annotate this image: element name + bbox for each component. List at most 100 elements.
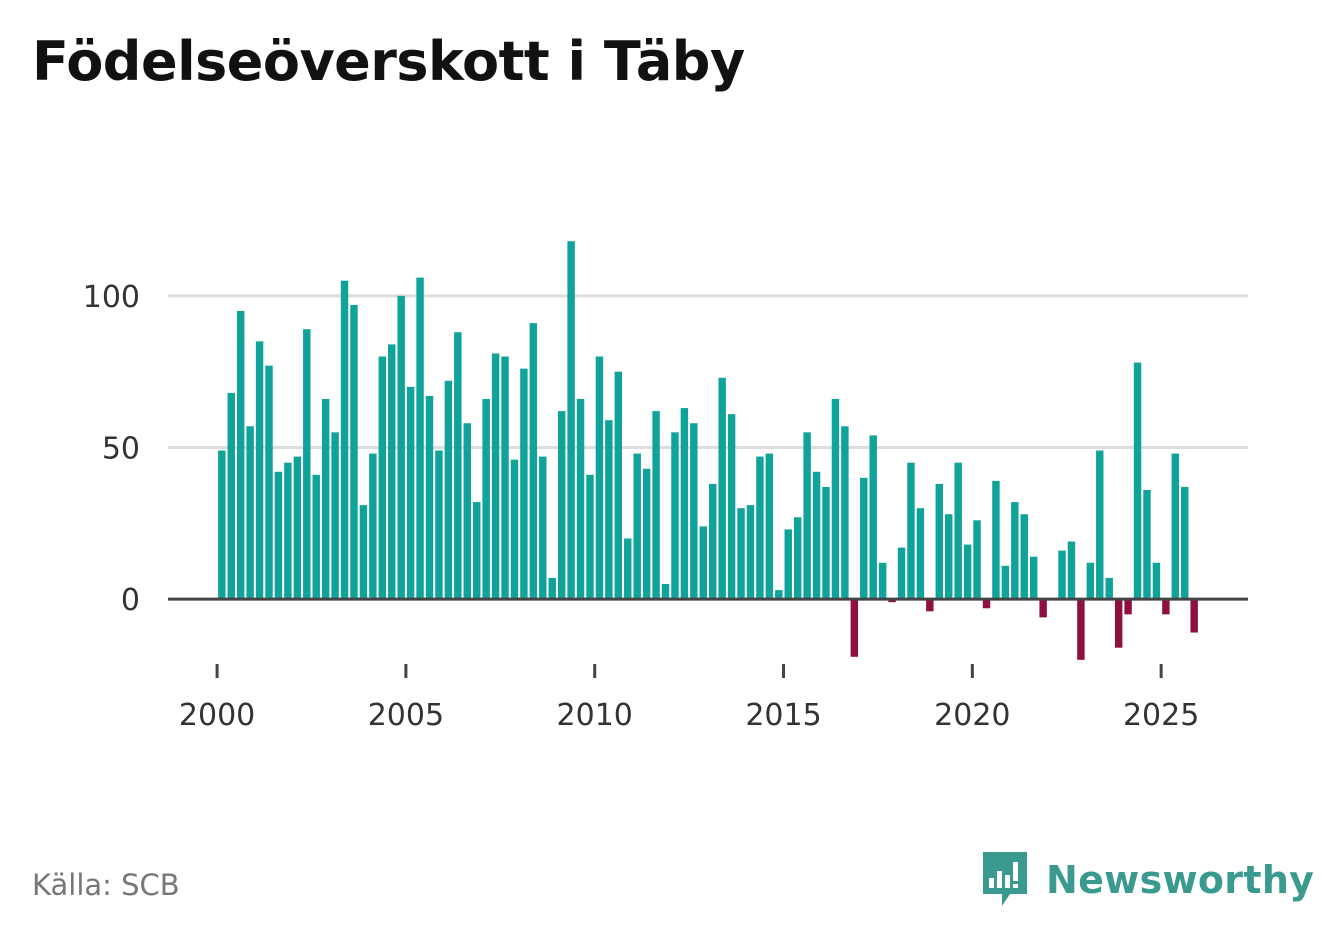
bar [652,411,660,600]
bar [425,395,434,600]
bar [312,474,320,600]
bar [841,426,849,600]
y-axis-tick-labels: 0 50 100 [83,280,140,618]
bar [331,432,339,600]
bar [510,459,519,600]
bar [595,356,604,600]
bar [435,450,443,600]
bar [406,386,415,600]
bar [642,468,651,600]
bar [803,432,811,600]
bar [718,377,726,600]
bar [897,547,906,600]
bar [926,599,934,612]
bar [1096,450,1104,600]
bar [624,538,632,600]
bar [935,483,944,600]
bar [218,450,226,600]
y-tick-label: 50 [102,432,140,467]
bar [255,341,264,600]
bar [709,483,717,600]
bars [218,241,1198,660]
bar [1067,541,1076,600]
bar [539,456,547,600]
bar [907,462,915,600]
newsworthy-logo-icon [983,852,1027,906]
bar [1001,565,1010,600]
bar [1114,599,1123,648]
bar [529,323,538,600]
bar [1152,562,1161,600]
bar [727,414,736,600]
x-tick-label: 2000 [179,698,255,733]
bar [699,526,707,600]
bar [633,453,641,600]
bar [369,453,377,600]
bar [1124,599,1132,615]
bar [567,241,575,600]
bar [793,517,802,600]
bar [284,462,292,600]
bar [1086,562,1095,600]
x-tick-label: 2020 [934,698,1010,733]
bar [576,398,585,600]
page-title: Födelseöverskott i Täby [32,30,745,93]
bar [472,502,481,600]
bar [916,508,925,600]
bar [784,529,792,600]
bar [850,599,859,657]
bar [416,277,424,600]
brand-logo[interactable]: Newsworthy [980,850,1314,910]
bar [614,371,623,600]
bar [482,398,490,600]
bar [1162,599,1170,615]
bar [1171,453,1180,600]
bar [765,453,774,600]
bar [548,577,556,600]
bar [690,423,698,600]
y-tick-label: 100 [83,280,140,315]
bar [775,590,783,600]
bar [1143,489,1151,600]
bar [869,435,877,600]
bar [661,584,670,600]
bar [265,365,273,600]
x-tick-label: 2005 [368,698,444,733]
bar [557,411,566,600]
bar [359,505,368,600]
bar [501,356,509,600]
bar [680,408,689,600]
bar [671,432,679,600]
bar [246,426,254,600]
bar [860,477,868,600]
bar [878,562,887,600]
bar [454,332,462,600]
bar [236,311,245,600]
bar [1058,550,1066,600]
grid-lines [168,294,1248,449]
bar [982,599,991,609]
x-tick-label: 2025 [1123,698,1199,733]
bar [992,480,1000,600]
bar [1011,502,1019,600]
bar [812,471,821,600]
bar [340,280,349,600]
bar [1039,599,1047,618]
bar [954,462,962,600]
bar [293,456,302,600]
bar [321,398,330,600]
bar [963,544,972,600]
bar [831,398,840,600]
bar [973,520,981,600]
x-axis: 2000 2005 2010 2015 2020 2025 [179,664,1199,733]
bar [227,392,235,600]
brand-name: Newsworthy [1046,858,1315,902]
bar [746,505,755,600]
bar [737,508,745,600]
bar [756,456,764,600]
bar [1181,486,1189,600]
bar [945,514,953,600]
bar [1020,514,1028,600]
bar [520,368,528,600]
bar [274,471,283,600]
